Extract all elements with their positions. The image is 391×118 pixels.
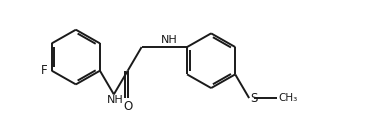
- Text: NH: NH: [161, 35, 178, 45]
- Text: NH: NH: [106, 95, 123, 105]
- Text: O: O: [123, 100, 133, 113]
- Text: CH₃: CH₃: [278, 93, 297, 103]
- Text: F: F: [41, 64, 48, 77]
- Text: S: S: [250, 92, 258, 105]
